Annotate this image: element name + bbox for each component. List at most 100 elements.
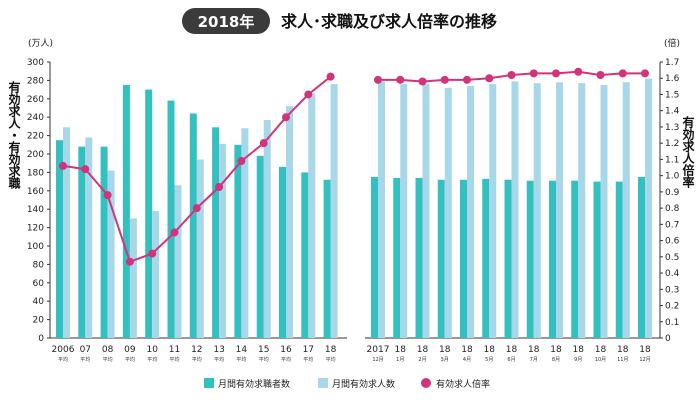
left-tick-label: 200 [27,150,44,160]
x-tick-label: 15 [258,345,269,355]
x-tick-label: 2006 [52,345,75,355]
x-tick-sublabel: 12月 [372,357,383,363]
x-tick-sublabel: 10月 [595,357,606,363]
legend-label-openings: 月間有効求人数 [332,378,395,390]
x-tick-sublabel: 平均 [80,356,90,363]
bar-openings [152,211,160,338]
ratio-point [507,70,516,79]
right-tick-label: 0.8 [665,204,680,214]
bar-seekers [504,179,512,338]
ratio-point [170,228,179,237]
ratio-point [237,157,246,166]
right-tick-label: 1.6 [665,74,680,84]
chart-title: 求人･求職及び求人倍率の推移 [281,12,497,31]
x-tick-sublabel: 平均 [192,356,202,363]
right-tick-label: 0.4 [665,269,680,279]
ratio-point [641,69,649,78]
right-axis-unit: (倍) [664,37,680,49]
bar-seekers [415,177,423,338]
left-tick-label: 0 [38,334,44,344]
ratio-point [463,75,471,84]
x-tick-label: 17 [303,345,314,355]
x-tick-sublabel: 平均 [281,356,291,363]
x-tick-label: 18 [417,345,429,355]
left-axis-title: 有効求人・有効求職 [7,80,21,190]
bar-seekers [256,155,264,338]
right-tick-label: 1.7 [665,58,679,68]
x-tick-sublabel: 6月 [507,357,515,363]
bar-seekers [212,127,220,338]
ratio-point [125,257,134,266]
bar-seekers [301,172,309,338]
ratio-point [326,72,335,81]
bar-seekers [279,166,286,338]
ratio-point [485,74,494,83]
ratio-lines [59,67,649,266]
x-tick-label: 18 [506,345,518,355]
ratio-point [618,69,627,78]
bar-openings [444,87,452,338]
bar-openings [219,143,227,338]
right-tick-label: 1.0 [665,172,680,182]
x-tick-label: 13 [213,345,224,355]
x-tick-sublabel: 平均 [303,356,313,363]
x-tick-sublabel: 平均 [103,356,113,363]
right-tick-label: 0.3 [665,285,679,295]
x-tick-sublabel: 平均 [147,356,157,363]
x-tick-label: 18 [550,345,562,355]
ratio-point [259,139,268,148]
x-tick-label: 18 [528,345,540,355]
x-tick-sublabel: 5月 [485,357,493,363]
ratio-point [552,69,560,78]
x-tick-sublabel: 12月 [639,357,650,363]
bar-openings [263,119,271,339]
bar-seekers [526,180,534,338]
bar-openings [330,84,338,338]
x-tick-sublabel: 8月 [552,357,560,363]
ratio-point [396,75,405,84]
x-tick-sublabel: 1月 [396,357,404,363]
bar-openings [286,106,293,338]
right-axis-title: 有効求人倍率 [681,115,695,189]
x-tick-label: 11 [169,345,180,355]
ratio-point [148,249,157,258]
bar-openings [174,185,182,338]
bar-seekers [549,180,556,338]
bar-openings [467,85,474,338]
ratio-point [440,75,449,84]
right-tick-label: 0.9 [665,188,680,198]
legend-swatch-openings [318,378,328,388]
bar-seekers [78,146,86,338]
left-tick-label: 260 [27,95,44,105]
left-tick-label: 40 [33,297,45,307]
bar-seekers [234,144,242,338]
ratio-point [529,69,538,78]
title-badge [182,8,270,34]
right-tick-label: 1.5 [665,90,679,100]
ratio-point [103,191,112,200]
x-tick-label: 14 [236,345,248,355]
bar-seekers [323,179,331,338]
bar-openings [578,83,586,338]
bar-seekers [460,179,467,338]
x-tick-label: 2017 [367,345,390,355]
bar-openings [196,159,204,338]
ratio-point [374,75,382,84]
x-tick-sublabel: 4月 [463,357,471,363]
x-tick-label: 18 [439,345,451,355]
ratio-point [59,161,67,170]
x-tick-label: 18 [595,345,607,355]
x-tick-label: 18 [461,345,473,355]
x-tick-sublabel: 3月 [441,357,449,363]
bars [56,78,652,339]
ratio-point [215,183,224,192]
left-tick-label: 100 [27,242,44,252]
x-tick-label: 18 [325,345,337,355]
left-tick-label: 80 [33,260,45,270]
bar-openings [556,82,563,339]
bar-openings [85,137,93,338]
right-tick-label: 0.1 [665,318,679,328]
right-tick-label: 1.4 [665,107,680,117]
x-tick-label: 12 [191,345,202,355]
right-tick-label: 1.3 [665,123,679,133]
